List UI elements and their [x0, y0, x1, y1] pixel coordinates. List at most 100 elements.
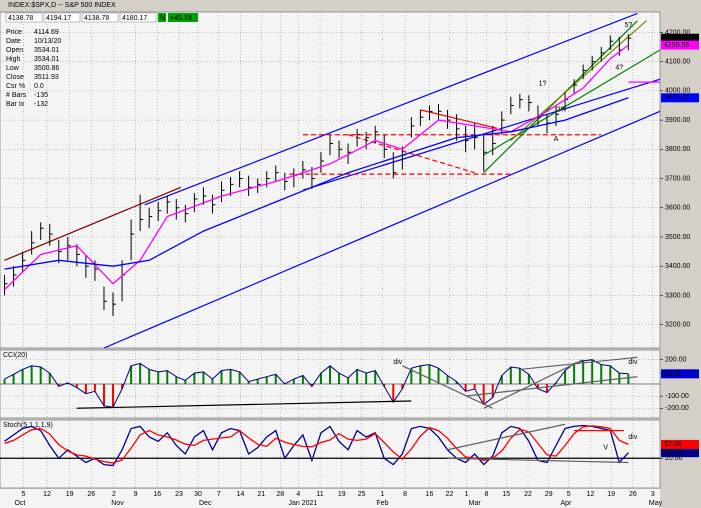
histogram-bar — [545, 384, 548, 393]
last-value-box — [661, 439, 699, 449]
histogram-bar — [184, 380, 187, 384]
histogram-bar — [374, 370, 377, 384]
month-label: Dec — [199, 500, 212, 507]
trend-line — [447, 457, 629, 464]
x-tick-label: 28 — [276, 491, 284, 498]
annotation: 1? — [539, 80, 547, 87]
header-value: 4138.78 — [8, 15, 33, 22]
y-tick-label: 20.00 — [665, 455, 683, 462]
trend-line — [402, 365, 493, 409]
x-tick-label: 1 — [465, 491, 469, 498]
x-tick-label: 12 — [586, 491, 594, 498]
histogram-bar — [3, 379, 6, 384]
histogram-bar — [455, 381, 458, 384]
moving-average — [4, 97, 629, 270]
annotation: div — [628, 434, 637, 441]
annotation: 5? — [624, 22, 632, 29]
x-tick-label: 1 — [380, 491, 384, 498]
x-tick-label: 16 — [153, 491, 161, 498]
x-tick-label: 21 — [257, 491, 265, 498]
stoch-panel — [0, 419, 661, 489]
info-label: Low — [6, 65, 20, 72]
x-tick-label: 9 — [134, 491, 138, 498]
y-tick-label: 4200.00 — [665, 29, 690, 36]
y-tick-label: 3400.00 — [665, 263, 690, 270]
x-tick-label: 19 — [338, 491, 346, 498]
histogram-bar — [573, 363, 576, 384]
info-label: High — [6, 56, 21, 63]
x-tick-label: 23 — [175, 491, 183, 498]
y-tick-label: 4100.00 — [665, 59, 690, 66]
info-label: # Bars — [6, 92, 27, 99]
x-tick-label: 26 — [87, 491, 95, 498]
trend-line — [519, 356, 638, 371]
histogram-bar — [500, 375, 503, 384]
x-tick-label: 12 — [43, 491, 51, 498]
header-value: 4194.17 — [46, 15, 71, 22]
y-tick-label: -100.00 — [665, 393, 689, 400]
y-tick-label: 3200.00 — [665, 321, 690, 328]
header-change-box — [168, 13, 198, 22]
y-tick-label: 3700.00 — [665, 175, 690, 182]
annotation: V — [603, 444, 608, 451]
info-label: Date — [6, 38, 21, 45]
stoch-plot — [0, 420, 660, 488]
trend-line — [483, 359, 584, 409]
histogram-bar — [12, 374, 15, 384]
histogram-bar — [265, 376, 268, 384]
info-value: 0.0 — [34, 83, 44, 90]
header-change: +45.19 — [170, 15, 192, 22]
info-value: 3534.01 — [34, 47, 59, 54]
histogram-bar — [365, 373, 368, 384]
annotation: A — [554, 136, 559, 143]
histogram-bar — [627, 373, 630, 384]
histogram-bar — [356, 369, 359, 384]
month-label: Oct — [14, 500, 25, 507]
histogram-bar — [175, 376, 178, 384]
info-value: 3534.01 — [34, 56, 59, 63]
header-box — [81, 12, 119, 23]
histogram-bar — [30, 365, 33, 384]
histogram-bar — [338, 373, 341, 384]
panel-title: CCI(20) — [3, 352, 28, 359]
x-tick-label: 26 — [629, 491, 637, 498]
info-value: 4114.69 — [34, 29, 59, 36]
x-tick-label: 11 — [316, 491, 323, 498]
annotation: 4? — [615, 64, 623, 71]
header-flag: N — [160, 15, 165, 22]
last-value-label: 33.09 — [664, 450, 682, 457]
histogram-bar — [247, 381, 250, 384]
x-tick-label: 7 — [217, 491, 221, 498]
info-label: Bar Ix — [6, 101, 25, 108]
histogram-bar — [392, 384, 395, 403]
histogram-bar — [437, 368, 440, 384]
last-value-box — [661, 448, 699, 458]
histogram-bar — [193, 373, 196, 384]
trend-line — [483, 49, 660, 156]
info-value: 3511.93 — [34, 74, 59, 81]
histogram-bar — [202, 371, 205, 384]
histogram-bar — [274, 374, 277, 384]
histogram-bar — [229, 369, 232, 384]
trend-line — [347, 134, 475, 174]
x-tick-label: 8 — [484, 491, 488, 498]
histogram-bar — [527, 374, 530, 384]
annotation: div — [393, 359, 402, 366]
y-tick-label: -200.00 — [665, 405, 689, 412]
x-tick-label: 16 — [426, 491, 434, 498]
info-value: -135 — [34, 92, 48, 99]
histogram-bar — [157, 371, 160, 384]
trend-line — [103, 110, 660, 348]
month-label: Feb — [376, 500, 388, 507]
indicator-line — [4, 425, 629, 464]
month-label: Apr — [561, 500, 573, 507]
y-tick-label: 3900.00 — [665, 117, 690, 124]
histogram-bar — [57, 384, 60, 387]
chart-title: INDEX:$SPX,D -- S&P 500 INDEX — [8, 2, 116, 9]
x-axis-panel — [0, 489, 660, 508]
trend-line — [510, 20, 647, 142]
info-value: 10/13/20 — [34, 38, 61, 45]
histogram-bar — [256, 379, 259, 384]
indicator-line — [4, 359, 629, 408]
x-tick-label: 22 — [445, 491, 453, 498]
